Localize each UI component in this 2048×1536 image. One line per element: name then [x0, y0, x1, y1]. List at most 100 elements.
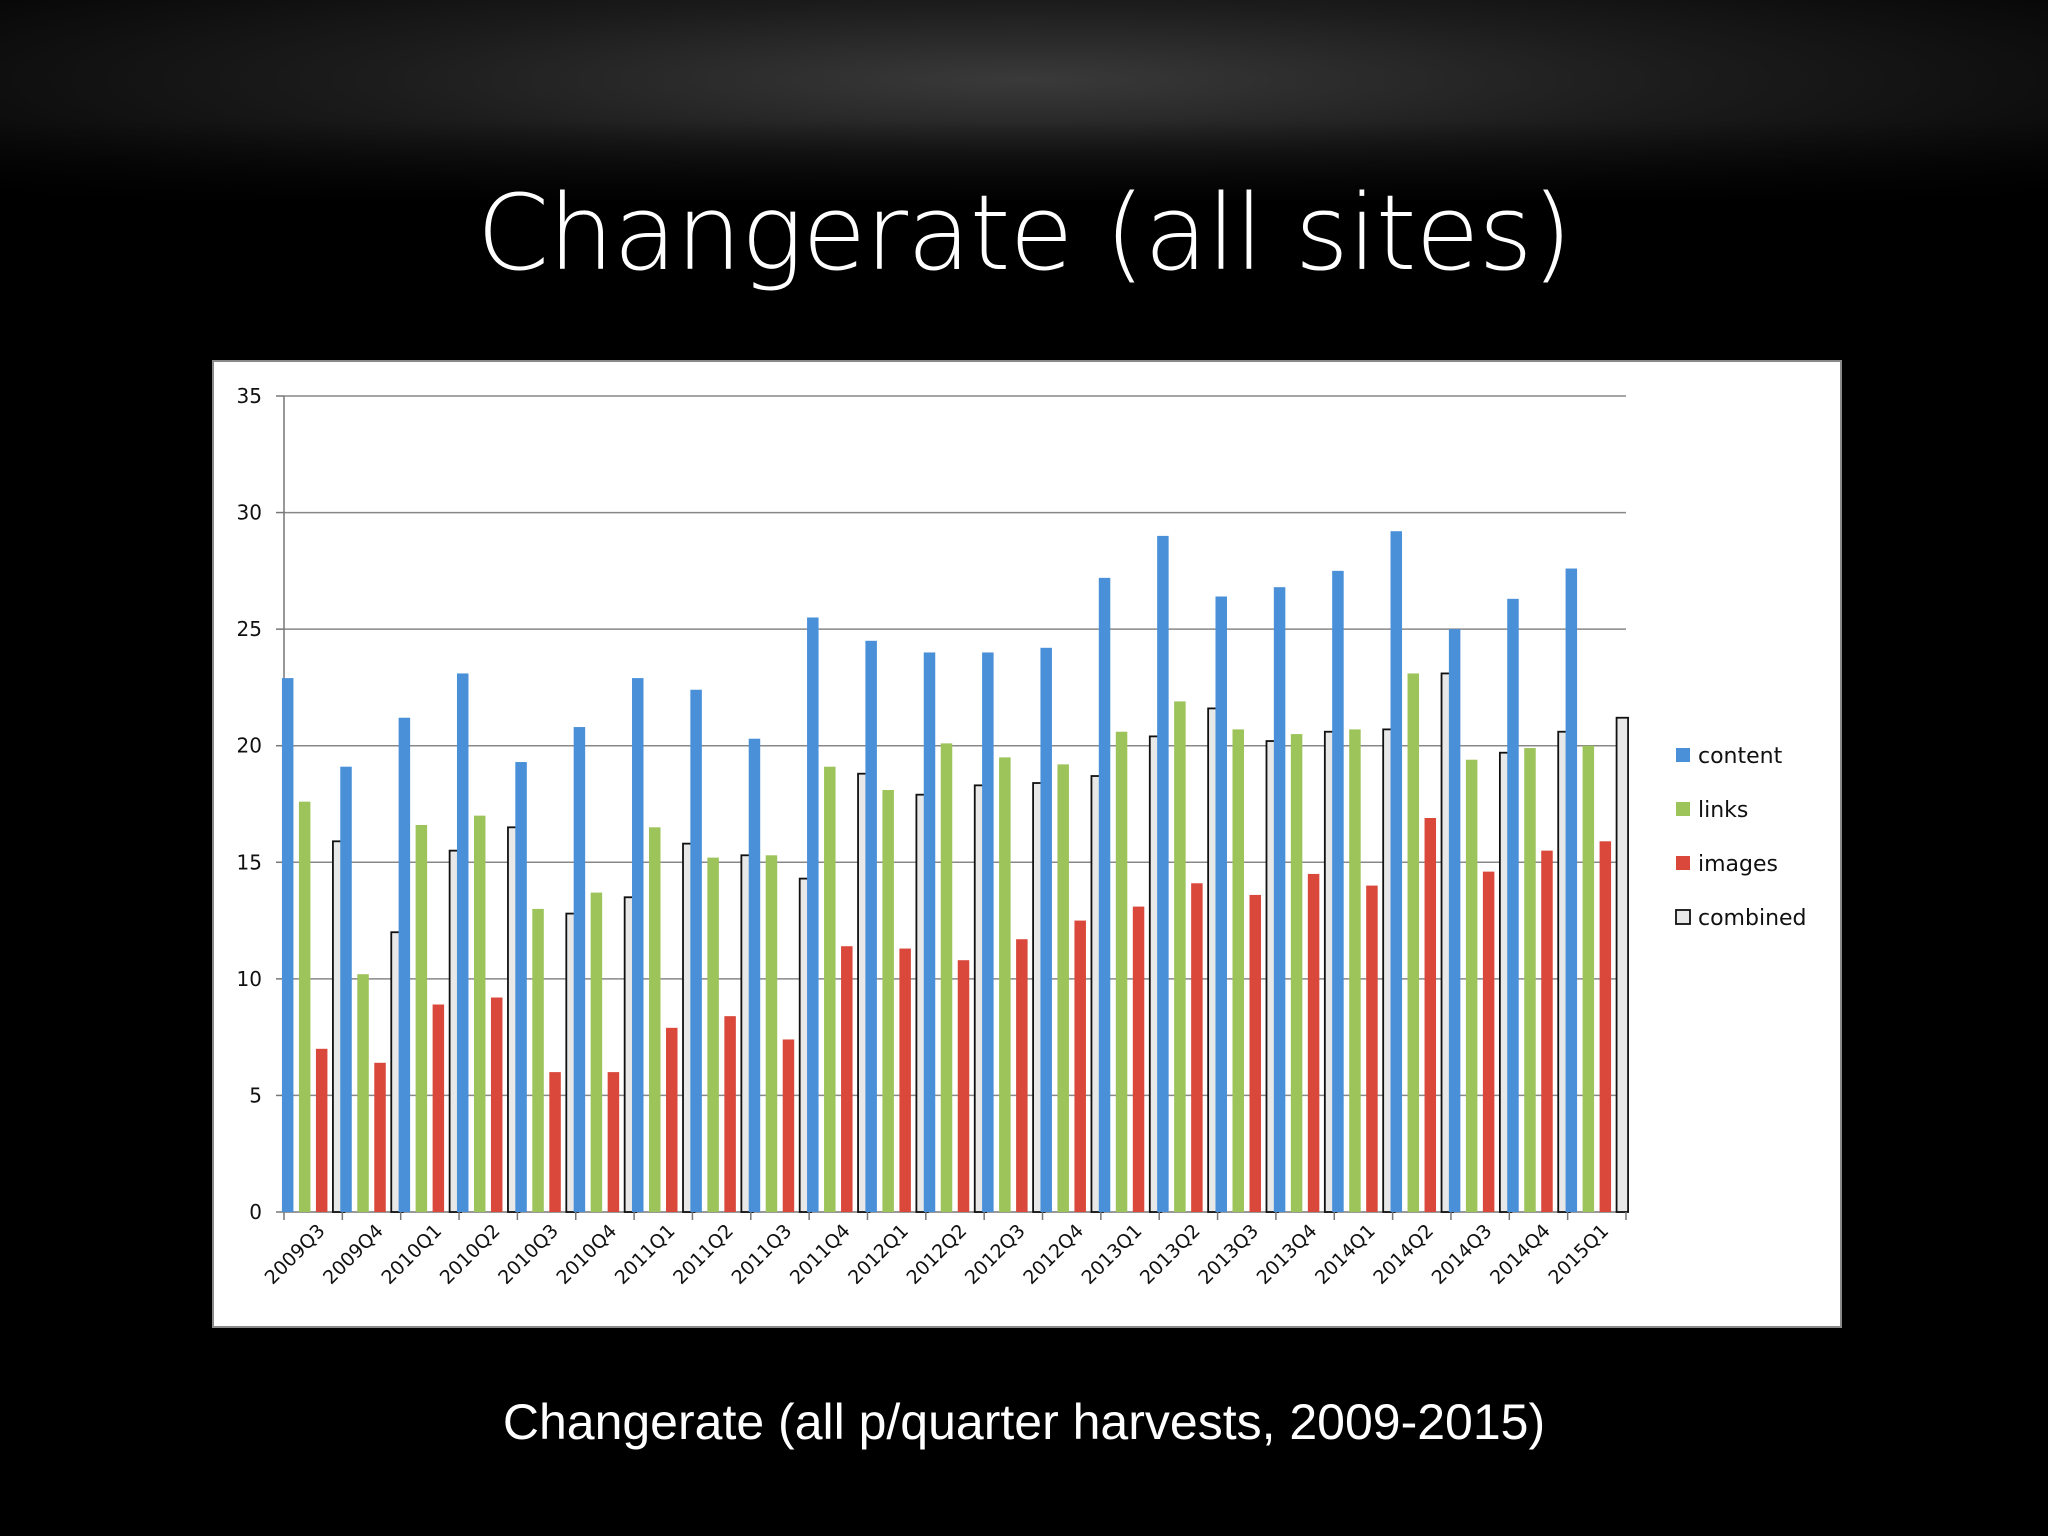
bar-content: [1273, 587, 1286, 1212]
y-tick-label: 10: [237, 967, 262, 991]
x-category-label: 2011Q1: [611, 1220, 680, 1289]
bar-links: [1290, 734, 1303, 1212]
bar-images: [1599, 841, 1612, 1212]
bar-links: [824, 766, 836, 1212]
bar-links: [649, 827, 661, 1212]
x-category-label: 2009Q4: [319, 1220, 388, 1289]
bar-images: [899, 948, 911, 1212]
bar-combined: [1615, 716, 1629, 1213]
bar-content: [1332, 570, 1344, 1212]
legend-swatch-links: [1676, 802, 1690, 816]
legend-swatch-images: [1676, 856, 1690, 870]
bar-links: [1232, 729, 1244, 1212]
bar-content: [690, 689, 702, 1212]
bar-images: [315, 1048, 328, 1212]
bar-images: [1482, 871, 1495, 1212]
bar-links: [1115, 731, 1128, 1212]
y-tick-label: 35: [237, 384, 262, 408]
bar-content: [456, 673, 469, 1212]
bar-links: [590, 892, 603, 1212]
bar-links: [532, 908, 544, 1212]
legend-label-combined: combined: [1698, 906, 1807, 931]
bar-content: [1507, 598, 1519, 1212]
bar-links: [1057, 764, 1069, 1212]
legend-label-links: links: [1698, 798, 1748, 823]
bar-links: [940, 743, 953, 1212]
x-category-label: 2012Q4: [1019, 1220, 1088, 1289]
bar-links: [999, 757, 1011, 1212]
bar-links: [1524, 748, 1536, 1212]
y-tick-label: 30: [237, 501, 262, 525]
bar-images: [549, 1072, 561, 1212]
bar-images: [841, 946, 853, 1212]
bar-content: [1215, 596, 1227, 1212]
x-category-label: 2009Q3: [261, 1220, 330, 1289]
x-category-label: 2014Q4: [1486, 1220, 1555, 1289]
x-category-label: 2010Q3: [494, 1220, 563, 1289]
bar-links: [357, 974, 369, 1212]
x-category-label: 2013Q3: [1194, 1220, 1263, 1289]
bar-content: [573, 727, 586, 1212]
x-category-label: 2011Q2: [669, 1220, 738, 1289]
bar-links: [1174, 701, 1186, 1212]
x-category-label: 2011Q4: [786, 1220, 855, 1289]
bar-links: [1582, 745, 1595, 1212]
bar-content: [865, 640, 877, 1212]
bar-images: [724, 1016, 736, 1212]
bar-images: [1191, 883, 1203, 1212]
x-category-label: 2012Q1: [844, 1220, 913, 1289]
bar-links: [415, 824, 428, 1212]
legend-swatch-content: [1676, 748, 1690, 762]
bar-content: [515, 762, 527, 1212]
banner-fade: [0, 120, 2048, 210]
x-category-label: 2013Q4: [1253, 1220, 1322, 1289]
bar-content: [281, 678, 294, 1212]
bar-images: [1424, 817, 1437, 1212]
bar-links: [1407, 673, 1420, 1212]
x-category-label: 2011Q3: [727, 1220, 796, 1289]
slide-caption: Changerate (all p/quarter harvests, 2009…: [502, 1394, 1546, 1450]
bar-images: [1307, 873, 1320, 1212]
bar-images: [1366, 885, 1378, 1212]
bar-images: [1132, 906, 1145, 1212]
bar-images: [607, 1072, 620, 1212]
x-category-label: 2014Q3: [1428, 1220, 1497, 1289]
bar-images: [957, 960, 970, 1212]
bar-links: [298, 801, 311, 1212]
bar-images: [782, 1039, 795, 1212]
bar-links: [473, 815, 486, 1212]
bar-content: [923, 652, 936, 1212]
x-category-label: 2010Q1: [377, 1220, 446, 1289]
bar-content: [1448, 629, 1461, 1212]
bar-content: [982, 652, 994, 1212]
x-category-label: 2010Q2: [436, 1220, 505, 1289]
y-tick-label: 15: [237, 850, 262, 874]
x-category-label: 2013Q2: [1136, 1220, 1205, 1289]
legend-swatch-combined: [1675, 909, 1691, 925]
y-tick-label: 0: [249, 1200, 262, 1224]
bar-images: [374, 1062, 386, 1212]
bar-content: [1157, 535, 1169, 1212]
x-category-label: 2010Q4: [552, 1220, 621, 1289]
x-category-label: 2012Q3: [961, 1220, 1030, 1289]
bar-content: [632, 678, 644, 1212]
bar-images: [432, 1004, 445, 1212]
bar-images: [1541, 850, 1553, 1212]
chart-panel: 0 5 10 15 20 25 30 35 2009Q3 2009Q4 2010Q1 2010Q2 20…: [212, 360, 1842, 1328]
x-category-label: 2014Q1: [1311, 1220, 1380, 1289]
bar-links: [882, 790, 894, 1212]
y-tick-label: 20: [237, 734, 262, 758]
y-tick-label: 25: [237, 617, 262, 641]
bar-content: [1040, 647, 1052, 1212]
slide-title: Changerate (all sites): [476, 172, 1573, 294]
x-category-label: 2015Q1: [1544, 1220, 1613, 1289]
x-category-label: 2014Q2: [1369, 1220, 1438, 1289]
bar-images: [666, 1027, 678, 1212]
bar-images: [1249, 894, 1261, 1212]
bar-links: [707, 857, 719, 1212]
bar-content: [1390, 531, 1403, 1212]
legend-label-images: images: [1698, 852, 1778, 877]
bar-images: [1074, 920, 1086, 1212]
bar-links: [765, 855, 778, 1212]
bar-content: [807, 617, 819, 1212]
